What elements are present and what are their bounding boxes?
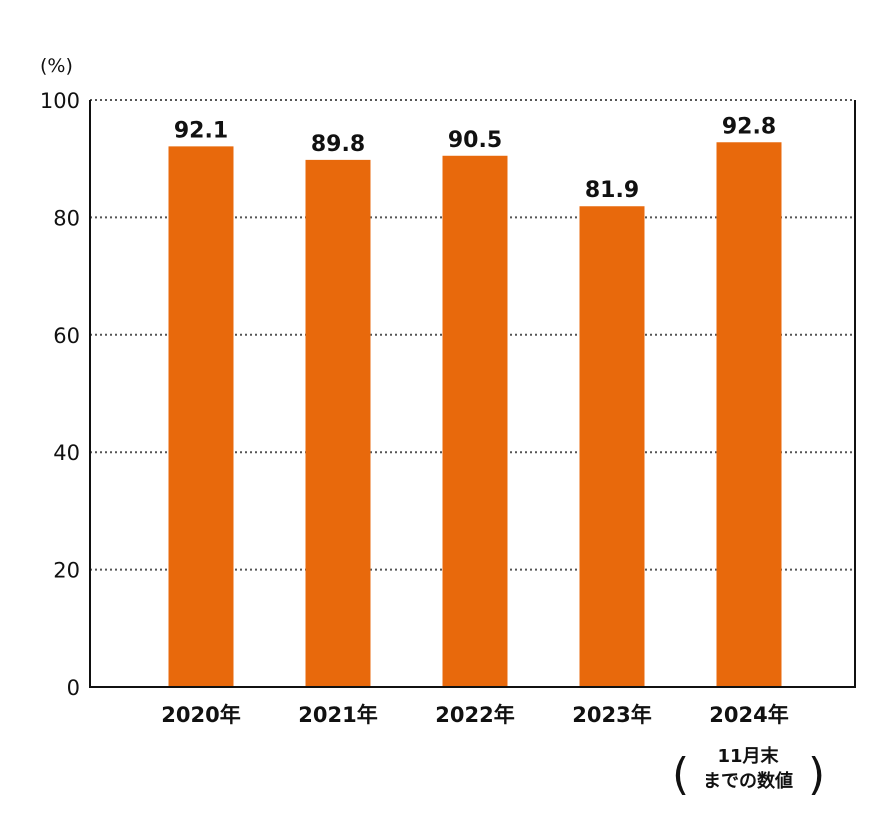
bar-2 (442, 155, 508, 687)
note-close-paren: ) (808, 749, 825, 800)
x-tick-label-0: 2020年 (161, 703, 240, 727)
value-label-4: 92.8 (722, 114, 776, 139)
y-axis-unit-label: (%) (40, 55, 73, 77)
axes (89, 100, 856, 688)
note-open-paren: ( (672, 749, 689, 800)
value-label-0: 92.1 (174, 118, 228, 143)
bars (168, 142, 782, 688)
x-axis-category-labels: 2020年 2021年 2022年 2023年 2024年 (161, 703, 788, 727)
note-line-2: までの数値 (703, 770, 793, 792)
value-label-3: 81.9 (585, 178, 639, 203)
bar-0 (168, 146, 234, 688)
value-label-2: 90.5 (448, 128, 502, 153)
bar-3 (579, 206, 645, 687)
value-labels: 92.1 89.8 90.5 81.9 92.8 (174, 114, 776, 203)
y-axis-ticks: 0 20 40 60 80 100 (40, 89, 80, 700)
bar-1 (305, 159, 371, 687)
y-tick-label-20: 20 (53, 559, 80, 583)
note-line-1: 11月末 (717, 745, 779, 767)
y-tick-label-40: 40 (53, 441, 80, 465)
x-tick-label-4: 2024年 (709, 703, 788, 727)
x-tick-label-3: 2023年 (572, 703, 651, 727)
y-tick-label-0: 0 (67, 676, 80, 700)
value-label-1: 89.8 (311, 132, 365, 157)
category-note: ( 11月末 までの数値 ) (672, 745, 825, 800)
bar-4 (716, 142, 782, 687)
x-tick-label-1: 2021年 (298, 703, 377, 727)
y-tick-label-60: 60 (53, 324, 80, 348)
x-tick-label-2: 2022年 (435, 703, 514, 727)
y-tick-label-100: 100 (40, 89, 80, 113)
y-tick-label-80: 80 (53, 206, 80, 230)
